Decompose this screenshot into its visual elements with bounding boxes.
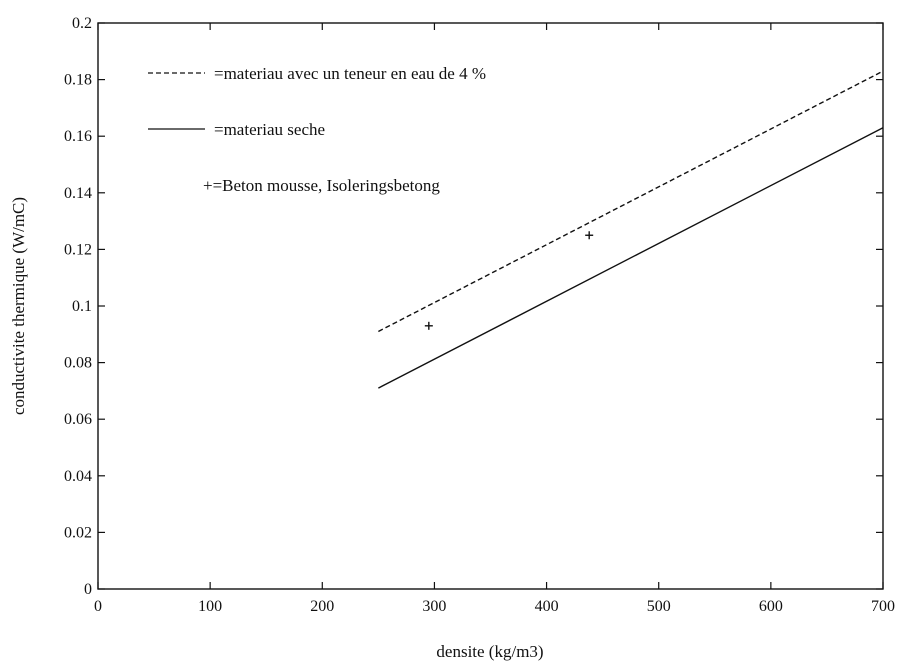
x-tick-label: 100 xyxy=(198,598,222,615)
plot-frame xyxy=(97,22,884,590)
y-tick-label: 0.12 xyxy=(64,241,92,258)
series-line-humid xyxy=(378,70,884,333)
y-tick-label: 0.02 xyxy=(64,524,92,541)
y-tick-label: 0 xyxy=(84,581,92,598)
legend-label-dry: =materiau seche xyxy=(214,120,325,139)
y-tick-label: 0.1 xyxy=(72,298,92,315)
y-tick-label: 0.18 xyxy=(64,72,92,89)
y-tick-label: 0.06 xyxy=(64,411,92,428)
legend-label-measured: +=Beton mousse, Isoleringsbetong xyxy=(203,176,440,195)
legend: =materiau avec un teneur en eau de 4 % =m… xyxy=(148,64,486,195)
tick-labels: 0 100 200 300 400 500 600 700 0 0.02 0.04 0.06 0.08 0… xyxy=(64,15,895,615)
x-tick-label: 600 xyxy=(759,598,783,615)
y-tick-label: 0.04 xyxy=(64,468,92,485)
y-axis-title: conductivite thermique (W/mC) xyxy=(9,197,28,415)
y-tick-label: 0.16 xyxy=(64,128,92,145)
y-tick-label: 0.14 xyxy=(64,185,92,202)
x-tick-label: 500 xyxy=(647,598,671,615)
axis-ticks xyxy=(97,22,884,590)
y-tick-label: 0.2 xyxy=(72,15,92,32)
y-tick-label: 0.08 xyxy=(64,355,92,372)
series-group xyxy=(378,70,884,389)
series-line-dry xyxy=(378,127,884,389)
data-point-plus xyxy=(585,231,594,240)
legend-label-humid: =materiau avec un teneur en eau de 4 % xyxy=(214,64,486,83)
x-tick-label: 0 xyxy=(94,598,102,615)
x-tick-label: 300 xyxy=(422,598,446,615)
x-axis-title: densite (kg/m3) xyxy=(436,642,543,661)
x-tick-label: 200 xyxy=(310,598,334,615)
x-tick-label: 400 xyxy=(535,598,559,615)
x-tick-label: 700 xyxy=(871,598,895,615)
data-point-plus xyxy=(424,321,433,330)
